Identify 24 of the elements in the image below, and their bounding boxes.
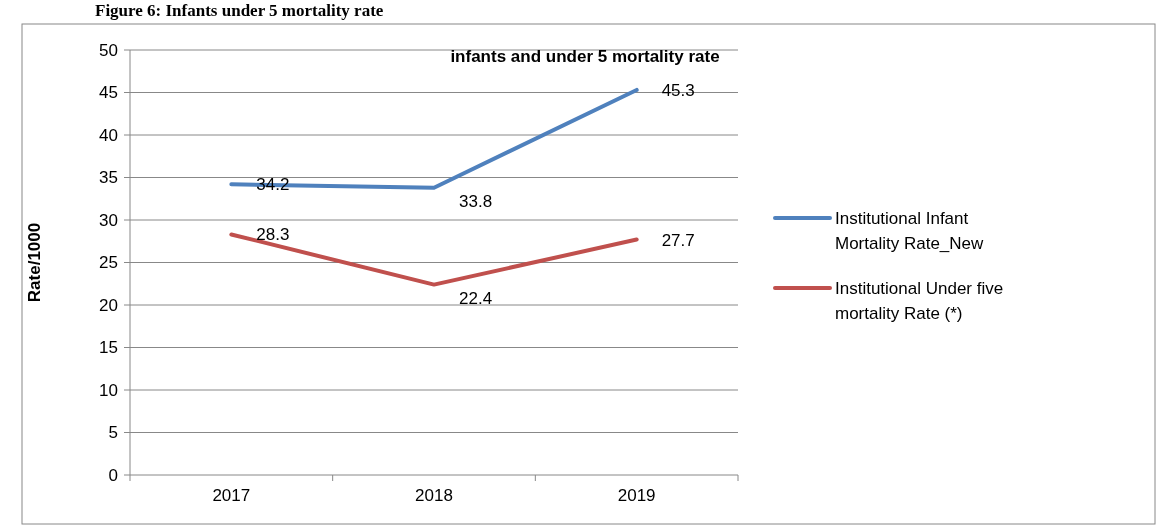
chart-title: infants and under 5 mortality rate xyxy=(450,47,720,66)
y-tick-label: 15 xyxy=(99,338,118,358)
data-label: 33.8 xyxy=(459,191,493,211)
y-tick-label: 30 xyxy=(99,210,118,230)
y-tick-label: 20 xyxy=(99,295,118,315)
data-label: 27.7 xyxy=(661,230,695,250)
y-axis-title: Rate/1000 xyxy=(25,222,44,303)
x-tick-label: 2019 xyxy=(617,486,656,505)
legend-label: Institutional Infant Mortality Rate_New xyxy=(835,208,985,254)
y-tick-label: 10 xyxy=(99,380,118,400)
legend-label: Institutional Under five mortality Rate (*) xyxy=(835,278,1004,324)
y-tick-label: 50 xyxy=(99,40,118,60)
y-tick-label: 45 xyxy=(99,83,118,103)
data-label: 45.3 xyxy=(661,80,695,100)
y-tick-label: 35 xyxy=(99,168,118,188)
x-tick-label: 2017 xyxy=(212,486,251,505)
y-tick-label: 40 xyxy=(99,125,118,145)
y-tick-label: 5 xyxy=(108,423,118,443)
data-label: 22.4 xyxy=(459,288,493,308)
caption: Figure 6: Infants under 5 mortality rate xyxy=(95,1,384,20)
data-label: 28.3 xyxy=(256,225,290,245)
x-tick-label: 2018 xyxy=(415,486,453,505)
y-tick-label: 0 xyxy=(108,465,118,485)
y-tick-label: 25 xyxy=(99,253,118,273)
